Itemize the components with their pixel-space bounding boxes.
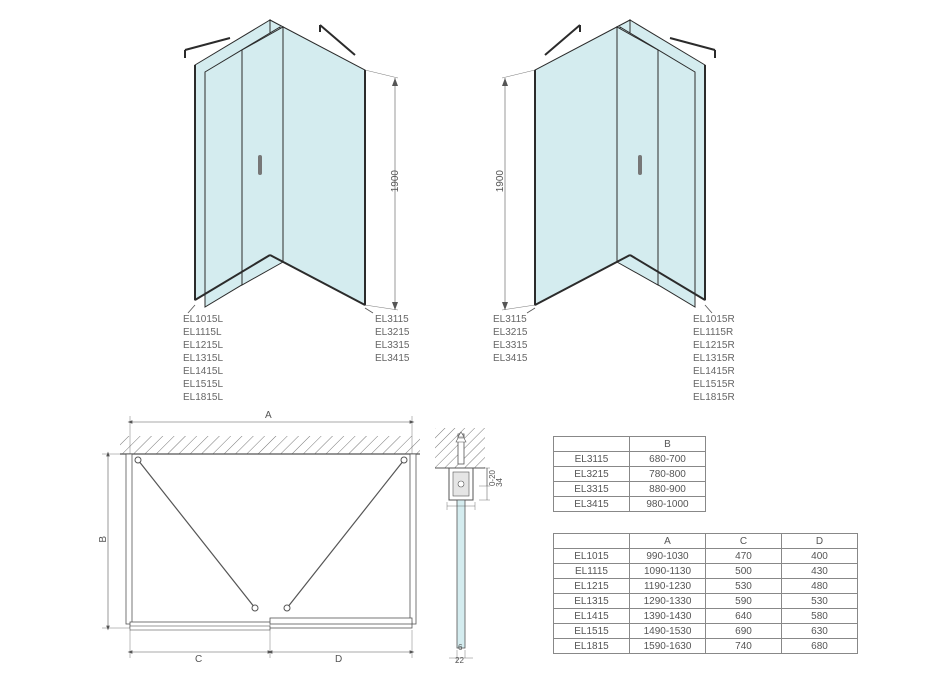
dim-C: C: [195, 654, 202, 665]
codes-right-L: EL3115 EL3215 EL3315 EL3415: [493, 313, 527, 365]
codes-right-R: EL1015R EL1115R EL1215R EL1315R EL1415R …: [693, 313, 735, 404]
dim-height-left: 1900: [390, 170, 401, 192]
table-B: B EL3115680-700 EL3215780-800 EL3315880-…: [553, 436, 706, 512]
codes-left-R: EL3115 EL3215 EL3315 EL3415: [375, 313, 409, 365]
dim-A: A: [265, 410, 272, 421]
plan-view: A B C D: [100, 408, 430, 668]
table-ACD: A C D EL1015990-1030470400 EL11151090-11…: [553, 533, 858, 654]
dim-B: B: [98, 536, 109, 543]
dim-22: 22: [455, 656, 464, 665]
dim-height-right: 1900: [495, 170, 506, 192]
detail-view: 0-20 34 6 22: [435, 408, 520, 668]
dim-34: 34: [495, 478, 504, 487]
codes-left-L: EL1015L EL1115L EL1215L EL1315L EL1415L …: [183, 313, 223, 404]
dim-D: D: [335, 654, 342, 665]
isometric-right: 1900: [470, 10, 750, 350]
isometric-left: 1900: [150, 10, 430, 350]
dim-6: 6: [458, 643, 462, 652]
